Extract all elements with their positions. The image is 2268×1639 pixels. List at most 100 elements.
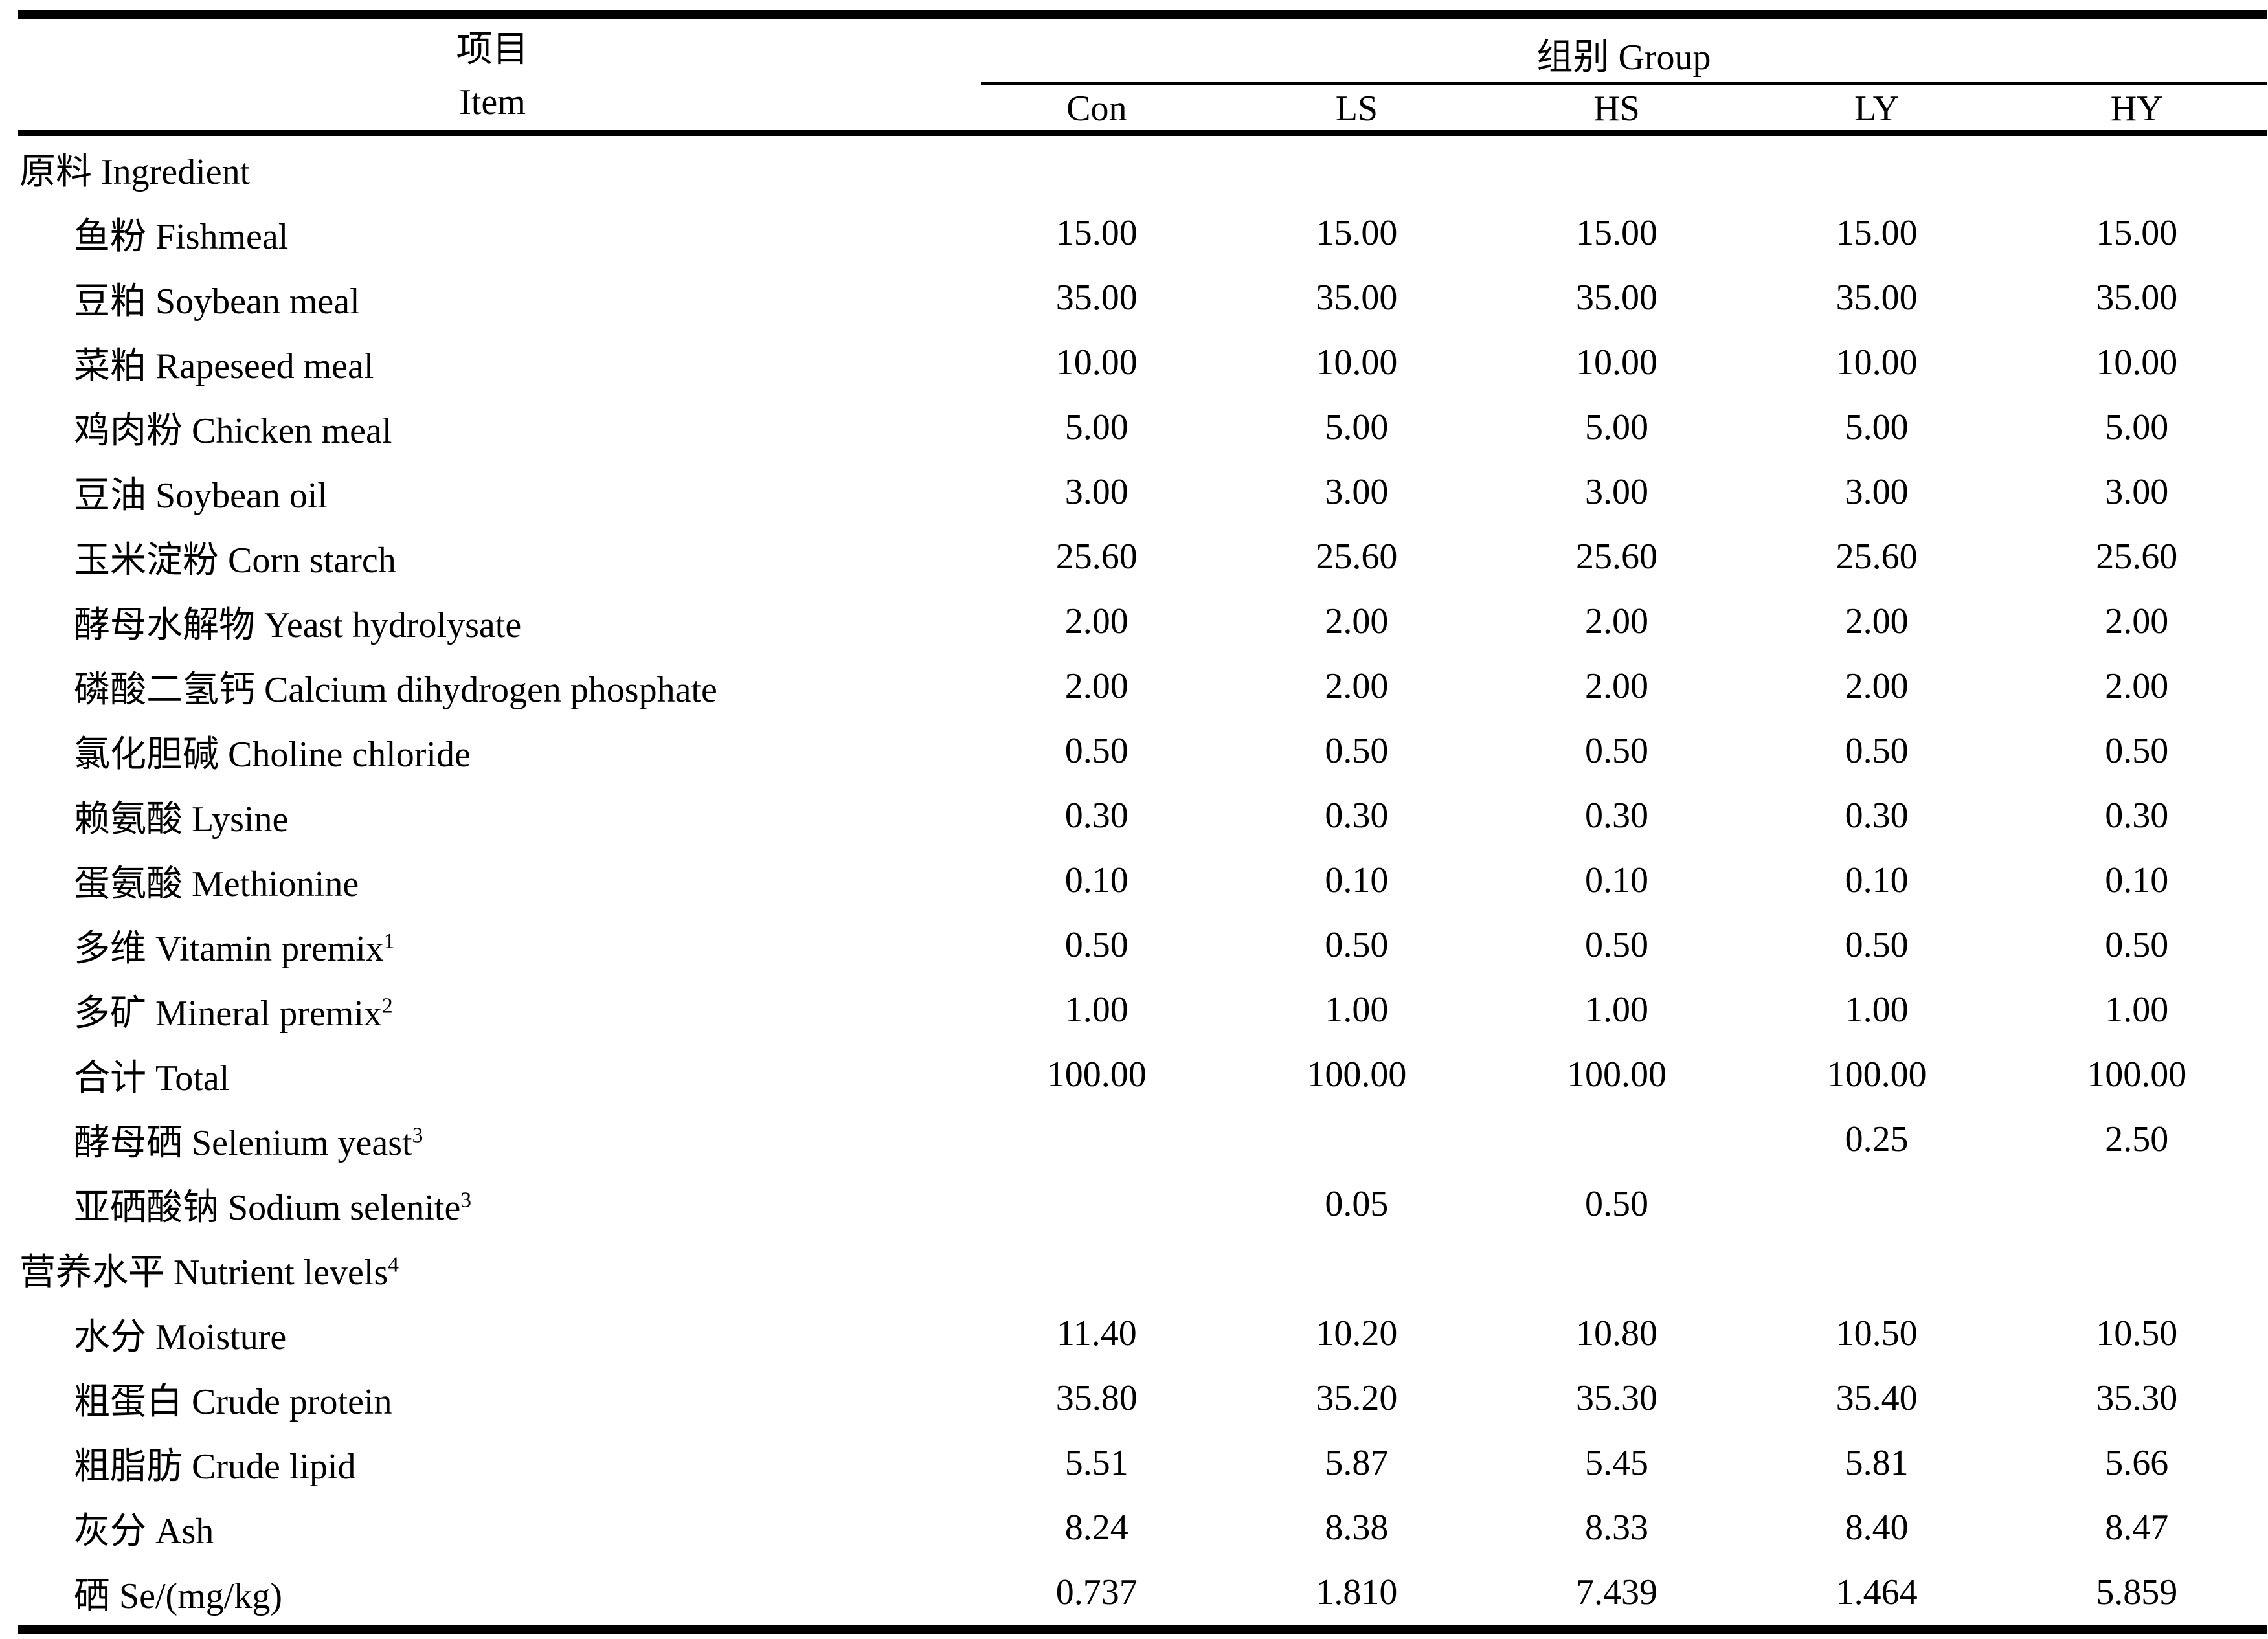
cell-con: 0.50: [1064, 925, 1128, 965]
cell-hs: 0.50: [1584, 925, 1648, 965]
row-label: 鱼粉 Fishmeal: [18, 207, 967, 260]
row-label: 合计 Total: [18, 1049, 967, 1101]
cell-ls: 2.00: [1325, 601, 1389, 641]
row-label-text: 粗蛋白 Crude protein: [74, 1381, 392, 1422]
table-row: 鸡肉粉 Chicken meal 5.00 5.00 5.00 5.00 5.00: [18, 395, 2267, 460]
row-label: 原料 Ingredient: [18, 142, 967, 195]
cell-ly: 5.81: [1845, 1443, 1909, 1483]
row-label: 亚硒酸钠 Sodium selenite3: [18, 1178, 967, 1231]
table-row: 赖氨酸 Lysine 0.30 0.30 0.30 0.30 0.30: [18, 783, 2267, 848]
row-label-text: 酵母水解物 Yeast hydrolysate: [74, 605, 522, 645]
cell-ly: 25.60: [1836, 537, 1918, 577]
cell-con: 35.00: [1055, 278, 1138, 318]
table-row: 酵母水解物 Yeast hydrolysate 2.00 2.00 2.00 2.00 2…: [18, 589, 2267, 654]
cell-hs: 5.00: [1584, 407, 1648, 447]
cell-ls: 0.30: [1325, 796, 1389, 836]
cell-hs: 0.50: [1584, 1184, 1648, 1224]
row-label: 菜粕 Rapeseed meal: [18, 337, 967, 389]
cell-con: 11.40: [1056, 1313, 1137, 1354]
table-row: 氯化胆碱 Choline chloride 0.50 0.50 0.50 0.50 0.5…: [18, 719, 2267, 783]
row-label-text: 鱼粉 Fishmeal: [74, 216, 289, 257]
table-row: 蛋氨酸 Methionine 0.10 0.10 0.10 0.10 0.10: [18, 848, 2267, 913]
table-row: 硒 Se/(mg/kg) 0.737 1.810 7.439 1.464 5.859: [18, 1560, 2267, 1625]
column-header-ly: LY: [1854, 89, 1900, 129]
cell-con: 0.737: [1055, 1572, 1138, 1612]
table-header: 项目 Item 组别 Group Con LS HS LY HY: [18, 19, 2267, 136]
cell-hs: 0.50: [1584, 731, 1648, 771]
row-label-text: 玉米淀粉 Corn starch: [74, 540, 396, 581]
table-row: 多维 Vitamin premix1 0.50 0.50 0.50 0.50 0.50: [18, 913, 2267, 977]
table-row: 亚硒酸钠 Sodium selenite3 0.05 0.50: [18, 1172, 2267, 1236]
cell-ly: 8.40: [1845, 1508, 1909, 1548]
cell-ly: 10.50: [1836, 1313, 1918, 1354]
row-label: 粗脂肪 Crude lipid: [18, 1437, 967, 1489]
cell-hy: 100.00: [2087, 1054, 2187, 1095]
header-group-label: 组别 Group: [981, 19, 2267, 85]
row-label-text: 菜粕 Rapeseed meal: [74, 346, 374, 386]
cell-hs: 2.00: [1584, 666, 1648, 706]
cell-hs: 8.33: [1584, 1508, 1648, 1548]
cell-hs: 10.80: [1575, 1313, 1657, 1354]
cell-hs: 0.30: [1584, 796, 1648, 836]
row-label-text: 硒 Se/(mg/kg): [74, 1576, 282, 1616]
cell-con: 35.80: [1055, 1378, 1138, 1418]
table-row: 豆油 Soybean oil 3.00 3.00 3.00 3.00 3.00: [18, 460, 2267, 524]
row-label: 多矿 Mineral premix2: [18, 984, 967, 1036]
cell-con: 2.00: [1064, 601, 1128, 641]
row-label: 酵母水解物 Yeast hydrolysate: [18, 596, 967, 648]
row-label-text: 合计 Total: [74, 1058, 230, 1098]
cell-hs: 2.00: [1584, 601, 1648, 641]
row-label-text: 多维 Vitamin premix: [74, 928, 384, 969]
cell-ls: 5.00: [1325, 407, 1389, 447]
row-label-text: 磷酸二氢钙 Calcium dihydrogen phosphate: [74, 669, 717, 710]
cell-ly: 15.00: [1836, 213, 1918, 253]
cell-hs: 3.00: [1584, 472, 1648, 512]
cell-ls: 15.00: [1316, 213, 1398, 253]
cell-ly: 1.464: [1836, 1572, 1918, 1612]
row-label: 水分 Moisture: [18, 1308, 967, 1360]
cell-ls: 0.50: [1325, 731, 1389, 771]
row-label: 营养水平 Nutrient levels4: [18, 1243, 967, 1295]
cell-ls: 100.00: [1307, 1054, 1407, 1095]
cell-hy: 10.00: [2096, 342, 2178, 383]
cell-con: 0.50: [1064, 731, 1128, 771]
cell-hs: 15.00: [1575, 213, 1657, 253]
cell-hy: 1.00: [2105, 990, 2169, 1030]
cell-ls: 10.00: [1316, 342, 1398, 383]
table-row: 玉米淀粉 Corn starch 25.60 25.60 25.60 25.60 25.6…: [18, 524, 2267, 589]
cell-hy: 0.30: [2105, 796, 2169, 836]
row-label: 酵母硒 Selenium yeast3: [18, 1113, 967, 1166]
cell-ls: 2.00: [1325, 666, 1389, 706]
row-label: 灰分 Ash: [18, 1502, 967, 1554]
table-row: 原料 Ingredient: [18, 136, 2267, 201]
row-label-text: 灰分 Ash: [74, 1511, 214, 1552]
column-header-ls: LS: [1335, 89, 1378, 129]
cell-hy: 5.00: [2105, 407, 2169, 447]
row-label-superscript: 1: [383, 928, 395, 953]
cell-hy: 35.00: [2096, 278, 2178, 318]
cell-hs: 35.00: [1575, 278, 1657, 318]
cell-ls: 8.38: [1325, 1508, 1389, 1548]
header-item-cell: 项目 Item: [18, 19, 967, 130]
cell-con: 0.30: [1064, 796, 1128, 836]
row-label-text: 酵母硒 Selenium yeast: [74, 1122, 412, 1163]
row-label: 氯化胆碱 Choline chloride: [18, 725, 967, 777]
row-label-text: 豆粕 Soybean meal: [74, 281, 360, 322]
cell-con: 10.00: [1055, 342, 1138, 383]
cell-hs: 5.45: [1584, 1443, 1648, 1483]
cell-hy: 2.50: [2105, 1119, 2169, 1159]
row-label-superscript: 3: [412, 1122, 423, 1147]
table-body: 原料 Ingredient 鱼粉 Fishmeal 15.00 15.00 15.00 1…: [18, 136, 2267, 1625]
row-label: 玉米淀粉 Corn starch: [18, 531, 967, 583]
cell-hy: 10.50: [2096, 1313, 2178, 1354]
table-row: 菜粕 Rapeseed meal 10.00 10.00 10.00 10.00 10.0…: [18, 330, 2267, 395]
cell-con: 5.00: [1064, 407, 1128, 447]
cell-ls: 3.00: [1325, 472, 1389, 512]
cell-hy: 0.10: [2105, 860, 2169, 900]
cell-con: 8.24: [1064, 1508, 1128, 1548]
cell-hy: 35.30: [2096, 1378, 2178, 1418]
table-row: 豆粕 Soybean meal 35.00 35.00 35.00 35.00 35.00: [18, 265, 2267, 330]
row-label-text: 氯化胆碱 Choline chloride: [74, 734, 471, 775]
cell-ls: 1.00: [1325, 990, 1389, 1030]
cell-hs: 0.10: [1584, 860, 1648, 900]
